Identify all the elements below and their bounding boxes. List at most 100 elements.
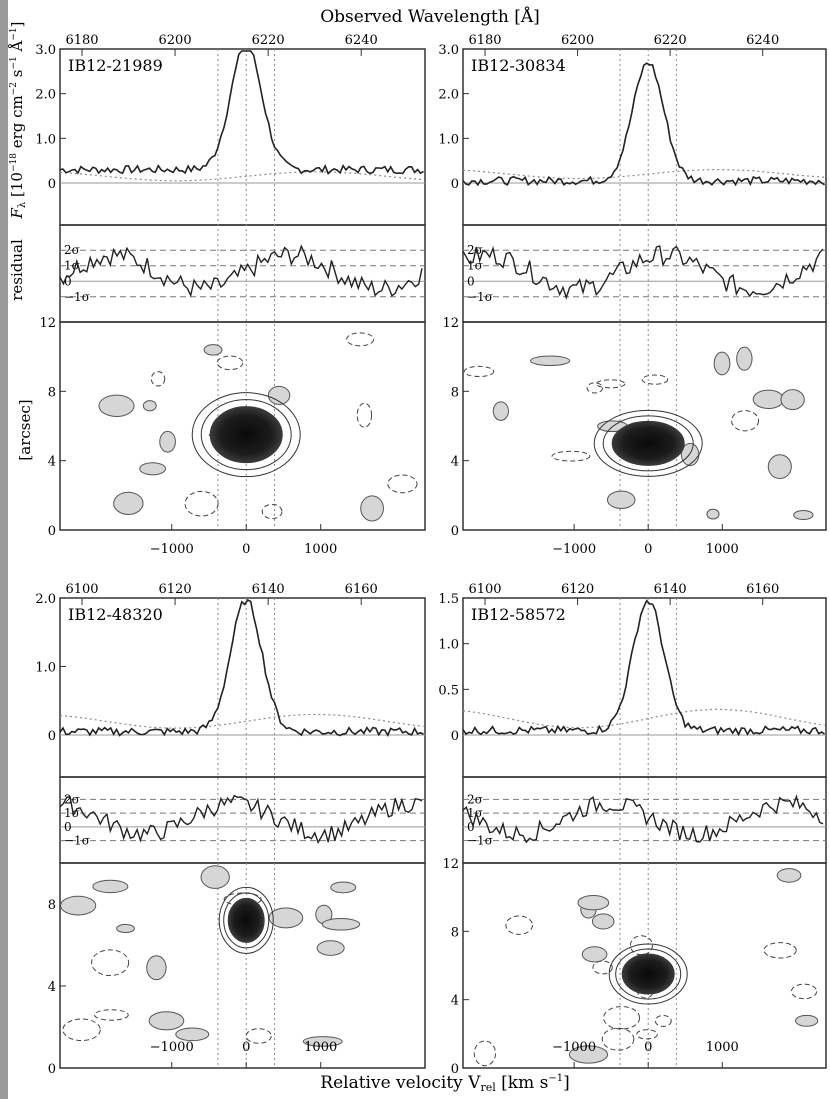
contour-blob (641, 374, 669, 385)
continuum-dotted-line (462, 708, 825, 729)
residual-tick-label: −1σ (64, 834, 90, 848)
contour-blob (184, 490, 219, 517)
arcsec-tick-label: 8 (48, 385, 56, 400)
residual-frame (59, 224, 426, 323)
residual-tick-label: −1σ (467, 834, 493, 848)
contour-blob (98, 394, 135, 417)
contour-blob (780, 389, 805, 411)
top-tick-label: 6100 (65, 582, 98, 597)
emission-contour (593, 409, 703, 477)
arcsec-tick-label: 8 (451, 925, 459, 940)
contour-blob (116, 923, 135, 934)
emission-contour (615, 948, 682, 1000)
arcsec-tick-label: 12 (39, 316, 56, 331)
emission-blob (210, 406, 283, 463)
top-tick-label: 6140 (654, 582, 687, 597)
flux-tick-label: 0.5 (438, 683, 459, 698)
flux-tick-label: 3.0 (438, 43, 459, 58)
velocity-tick-label: 1000 (304, 542, 337, 557)
residual-frame (59, 776, 426, 864)
emission-contour (218, 886, 274, 954)
emission-contour (223, 892, 270, 949)
velocity-tick-label: 1000 (706, 1040, 739, 1055)
emission-blob (228, 898, 265, 943)
contour-blob (577, 895, 610, 911)
flux-tick-label: 1.0 (35, 132, 56, 147)
contour-blob (316, 940, 345, 956)
contour-blob (346, 332, 375, 347)
contour-blob (60, 895, 97, 916)
emission-contour (608, 943, 688, 1005)
residual-tick-label: 0 (64, 274, 72, 288)
contour-blob (795, 1014, 819, 1027)
arcsec-tick-label: 0 (451, 524, 459, 539)
panel-ib12-58572: IB12-58572 6100 6120 6140 6160 0 0.5 1.0 1.5 2σ1σ… (438, 582, 827, 1077)
contour-blob (713, 351, 731, 376)
contour-blob (473, 1040, 497, 1067)
residual-tick-label: 1σ (467, 806, 483, 820)
contour-blob (581, 946, 608, 963)
contour-blob (360, 495, 384, 522)
top-tick-label: 6180 (468, 33, 501, 48)
velocity-tick-label: 0 (242, 542, 250, 557)
contour-blob (636, 1029, 658, 1040)
top-tick-label: 6120 (159, 582, 192, 597)
contour-blob (245, 1028, 272, 1044)
residual-line (462, 794, 824, 844)
residual-tick-label: 1σ (467, 259, 483, 273)
contour-blob (330, 881, 357, 894)
spectrum-line (59, 50, 424, 176)
emission-contour (200, 399, 292, 471)
contour-blob (706, 508, 720, 520)
contour-blob (505, 915, 533, 935)
residual-tick-label: 0 (64, 820, 72, 834)
velocity-tick-label: −1000 (150, 542, 194, 557)
velocity-tick-label: 0 (644, 1040, 652, 1055)
contour-blob (150, 371, 166, 387)
arcsec-tick-label: 0 (48, 1062, 56, 1077)
velocity-tick-label: 1000 (304, 1040, 337, 1055)
bottom-axis-title: Relative velocity Vrel [km s−1] (320, 1073, 569, 1094)
object-label: IB12-48320 (68, 605, 163, 624)
contour-blob (267, 385, 291, 405)
velocity-tick-label: −1000 (150, 1040, 194, 1055)
flux-tick-label: 0 (48, 177, 56, 192)
flux-frame (59, 48, 426, 226)
contour-blob (776, 868, 802, 883)
flux-tick-label: 1.5 (438, 592, 459, 607)
contour-blob (763, 942, 797, 959)
residual-frame (462, 776, 827, 864)
flux-frame (59, 597, 426, 778)
contour-blob (603, 1006, 641, 1030)
velocity-tick-label: 0 (644, 542, 652, 557)
contour-blob (146, 955, 167, 981)
arcsec-tick-label: 0 (451, 1062, 459, 1077)
arcsec-tick-label: 12 (442, 857, 459, 872)
arcsec-tick-label: 4 (48, 980, 56, 995)
contour-blob (321, 918, 361, 931)
flux-tick-label: 0 (451, 177, 459, 192)
top-tick-label: 6200 (159, 33, 192, 48)
left-border (0, 0, 8, 1099)
residual-tick-label: 2σ (64, 792, 80, 806)
object-label: IB12-58572 (471, 605, 566, 624)
velocity-tick-label: −1000 (552, 542, 596, 557)
flux-tick-label: 2.0 (35, 592, 56, 607)
arcsec-tick-label: 0 (48, 524, 56, 539)
residual-tick-label: −1σ (64, 290, 90, 304)
residual-line (59, 244, 423, 298)
top-tick-label: 6200 (561, 33, 594, 48)
emission-blob (622, 954, 675, 995)
contour-blob (752, 389, 785, 409)
contour-blob (92, 879, 129, 894)
emission-blob (612, 421, 685, 466)
image-frame (59, 321, 426, 531)
contour-blob (175, 1027, 210, 1042)
flux-frame (462, 597, 827, 778)
arcsec-tick-label: 4 (451, 455, 459, 470)
contour-blob (216, 355, 244, 371)
